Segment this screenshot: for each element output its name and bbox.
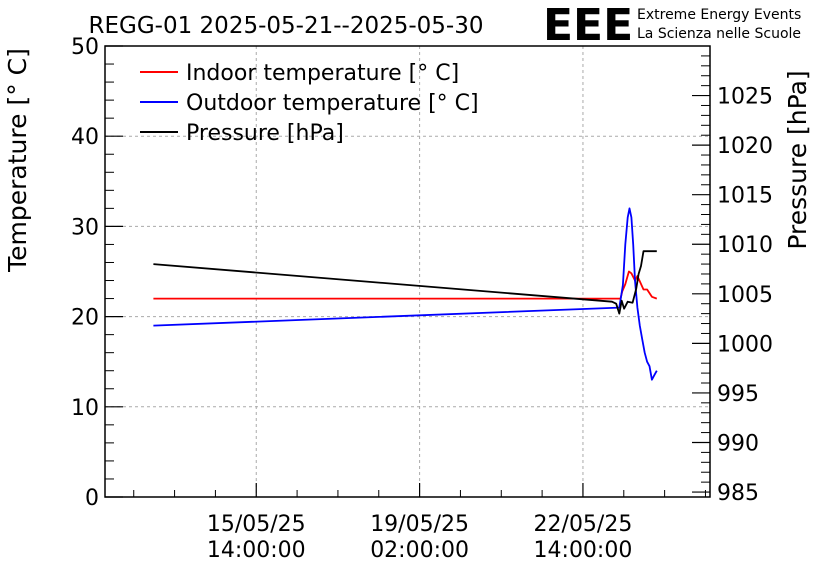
legend: Indoor temperature [° C] Outdoor temperat… <box>140 61 479 146</box>
series-line-2 <box>153 250 657 315</box>
y2-tick-label: 1025 <box>717 85 773 110</box>
y2-tick-label: 1020 <box>717 134 773 159</box>
x-tick-date: 15/05/25 <box>207 512 306 537</box>
y2-tick-label: 1010 <box>717 233 773 258</box>
x-tick-date: 19/05/25 <box>370 512 469 537</box>
y-tick-label: 10 <box>71 396 99 421</box>
y-tick-label: 40 <box>71 125 99 150</box>
eee-logo-mark: EEE <box>543 0 633 51</box>
y2-tick-label: 990 <box>717 431 759 456</box>
x-axis: 15/05/2514:00:0019/05/2502:00:0022/05/25… <box>133 483 706 563</box>
eee-logo-line2: La Scienza nelle Scuole <box>637 26 801 42</box>
x-tick-time: 14:00:00 <box>207 538 306 563</box>
y2-tick-label: 1005 <box>717 283 773 308</box>
x-tick-time: 02:00:00 <box>370 538 469 563</box>
eee-logo: EEE Extreme Energy Events La Scienza nel… <box>543 0 801 51</box>
y-axis-label: Temperature [° C] <box>3 48 32 273</box>
legend-label-1: Outdoor temperature [° C] <box>186 91 479 116</box>
x-tick-date: 22/05/25 <box>534 512 633 537</box>
series-line-1 <box>153 207 658 381</box>
y-axis-right: 985 990 995 1000 1005 1010 1015 1020 1025 <box>692 55 773 506</box>
y2-tick-label: 1000 <box>717 332 773 357</box>
plot-series <box>153 207 658 381</box>
legend-label-0: Indoor temperature [° C] <box>186 61 459 86</box>
plot-frame <box>104 45 711 498</box>
y2-tick-label: 985 <box>717 481 759 506</box>
y-tick-label: 30 <box>71 215 99 240</box>
eee-logo-line1: Extreme Energy Events <box>637 7 801 23</box>
y-tick-label: 0 <box>85 486 99 511</box>
y-tick-label: 20 <box>71 306 99 331</box>
y2-tick-label: 995 <box>717 382 759 407</box>
y-axis-left: 0 10 20 30 40 50 <box>71 35 123 511</box>
x-tick-time: 14:00:00 <box>534 538 633 563</box>
y-tick-label: 50 <box>71 35 99 60</box>
legend-label-2: Pressure [hPa] <box>186 121 344 146</box>
y2-axis-label: Pressure [hPa] <box>783 70 812 249</box>
chart-title: REGG-01 2025-05-21--2025-05-30 <box>89 13 484 39</box>
y2-tick-label: 1015 <box>717 184 773 209</box>
